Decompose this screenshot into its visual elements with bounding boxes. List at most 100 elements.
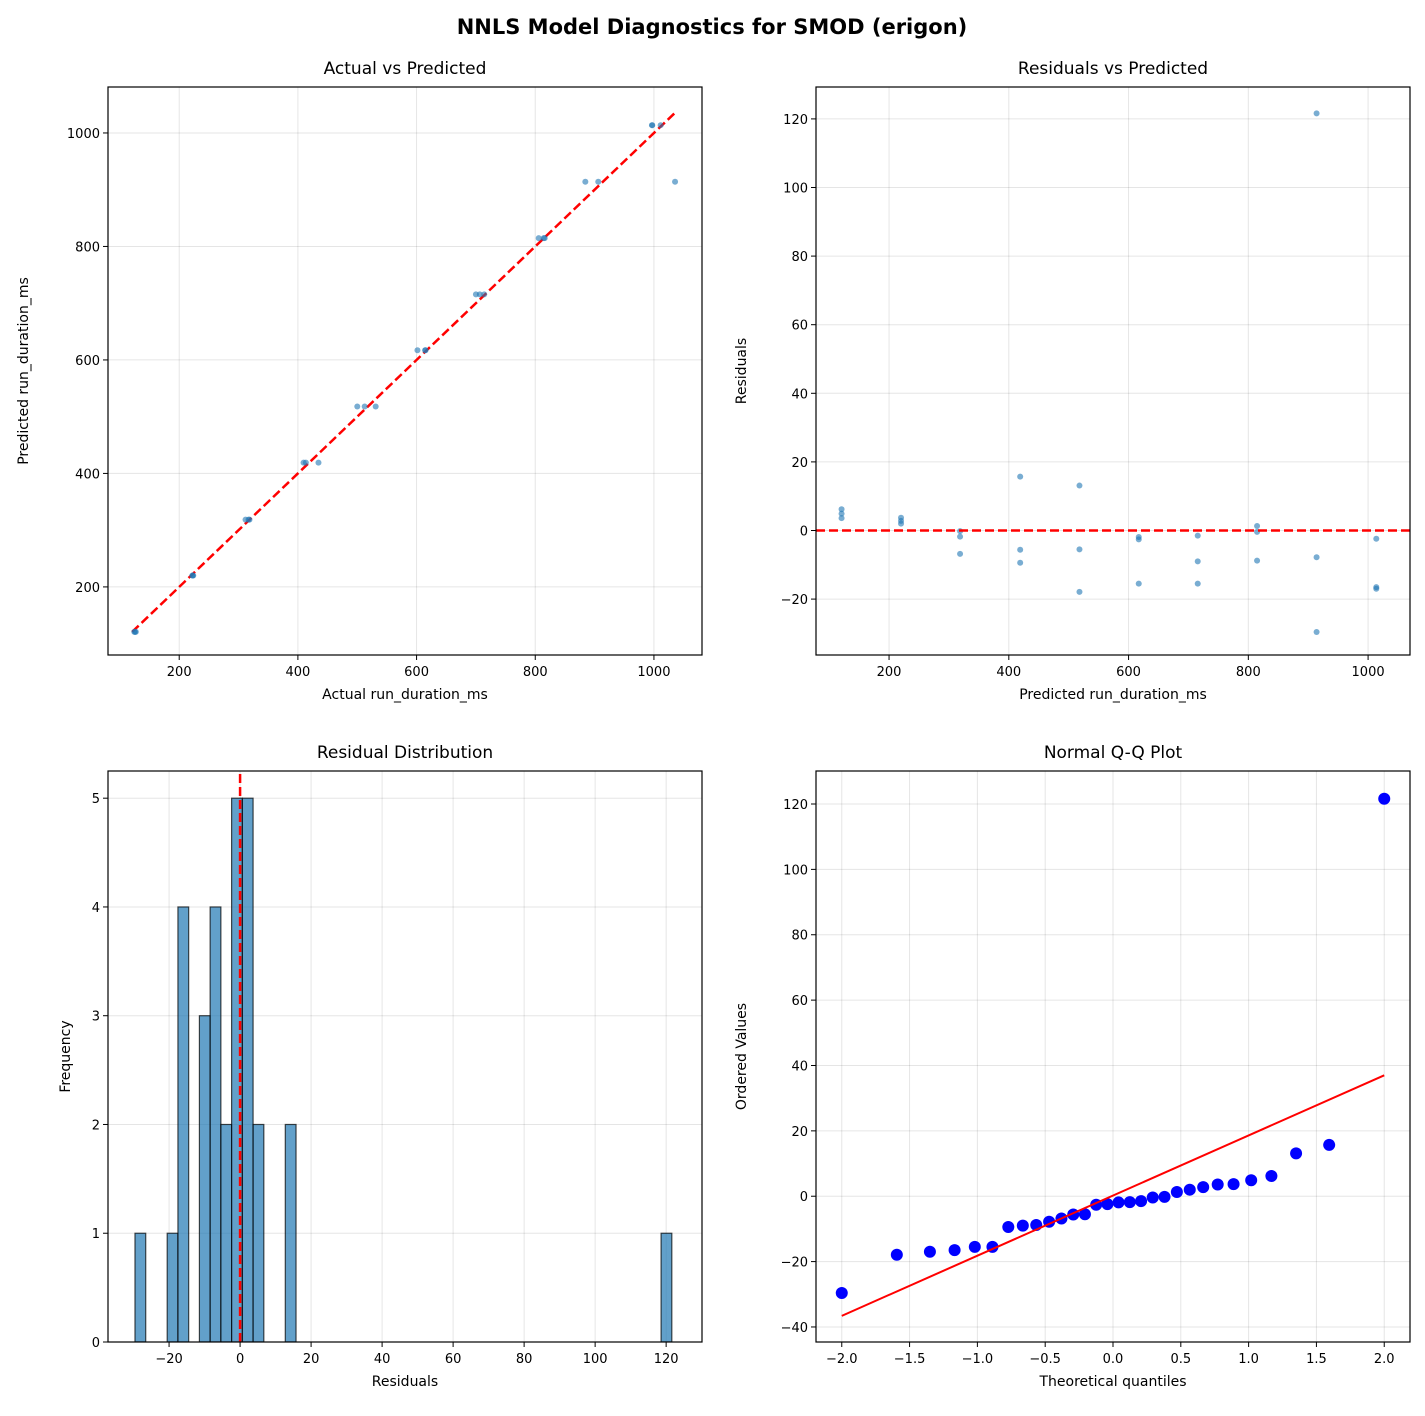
data-point: [354, 403, 361, 410]
qq-point: [1112, 1196, 1125, 1209]
histogram-bar: [241, 797, 254, 1342]
actual-vs-predicted-panel: 200 400 600 800 1000 200 400 600 800 1000 Actual v…: [16, 59, 703, 703]
data-point: [131, 628, 138, 635]
data-point: [535, 235, 542, 242]
y-tick-label: 120: [783, 113, 808, 128]
y-tick-label: 20: [791, 1125, 808, 1140]
data-point: [300, 459, 307, 466]
data-point: [372, 403, 379, 410]
histogram-bar: [177, 906, 190, 1342]
data-point: [1373, 585, 1380, 592]
x-tick-label: 100: [583, 1352, 608, 1367]
qq-point: [1123, 1196, 1136, 1209]
x-tick-label: 0.0: [1103, 1352, 1124, 1367]
x-tick-label: 120: [654, 1352, 679, 1367]
plot-area: [835, 792, 1391, 1317]
y-tick-label: 1000: [67, 127, 100, 142]
y-tick-label: 0: [800, 524, 808, 539]
data-point: [1373, 535, 1380, 542]
x-tick-label: 20: [303, 1352, 320, 1367]
x-tick-label: 2.0: [1374, 1352, 1395, 1367]
data-point: [838, 510, 845, 517]
subplot-title: Residual Distribution: [317, 743, 493, 763]
x-axis-label: Predicted run_duration_ms: [1019, 687, 1207, 703]
x-tick-label: 400: [285, 665, 310, 680]
data-point: [1135, 580, 1142, 587]
y-tick-label: 5: [92, 792, 100, 807]
data-point: [472, 291, 479, 298]
axes-frame: [815, 86, 1411, 656]
data-point: [189, 572, 196, 579]
qq-point: [1135, 1195, 1148, 1208]
data-point: [1313, 629, 1320, 636]
data-point: [1076, 588, 1083, 595]
qq-point: [1265, 1169, 1278, 1182]
axes-frame: [815, 770, 1411, 1343]
y-tick-label: −40: [781, 1321, 808, 1336]
x-tick-label: 800: [523, 665, 548, 680]
histogram-bar: [198, 1015, 211, 1342]
x-axis-label: Residuals: [372, 1374, 438, 1390]
y-tick-label: 100: [783, 181, 808, 196]
data-point: [1017, 546, 1024, 553]
y-tick-label: 20: [791, 456, 808, 471]
y-tick-label: 3: [92, 1010, 100, 1025]
qq-point: [1078, 1208, 1091, 1221]
data-point: [361, 403, 368, 410]
y-tick-label: 60: [791, 994, 808, 1009]
x-tick-label: 40: [374, 1352, 391, 1367]
data-point: [1017, 559, 1024, 566]
residual-distribution-panel: −20 0 20 40 60 80 100 120 0 1 2 3 4 5 Residual Distrib…: [58, 743, 703, 1390]
qq-point: [1158, 1190, 1171, 1203]
figure-title: NNLS Model Diagnostics for SMOD (erigon): [457, 15, 968, 39]
histogram-bar: [284, 1123, 297, 1342]
qq-point: [968, 1240, 981, 1253]
x-tick-label: −0.5: [1029, 1352, 1061, 1367]
x-tick-label: 0.5: [1170, 1352, 1191, 1367]
qq-point: [1227, 1178, 1240, 1191]
y-tick-label: 0: [800, 1190, 808, 1205]
y-axis-label: Predicted run_duration_ms: [16, 277, 32, 465]
x-tick-label: −1.5: [894, 1352, 926, 1367]
histogram-bar: [220, 1123, 233, 1342]
histogram-bar: [252, 1123, 265, 1342]
qq-point: [1016, 1219, 1029, 1232]
y-tick-label: 1: [92, 1227, 100, 1242]
y-tick-label: 100: [783, 863, 808, 878]
histogram-bar: [209, 906, 222, 1342]
plot-area: [816, 110, 1410, 636]
x-tick-label: 1000: [1352, 665, 1385, 680]
x-tick-label: 600: [1116, 665, 1141, 680]
qq-point: [1002, 1220, 1015, 1233]
x-tick-label: 800: [1236, 665, 1261, 680]
plot-area: [134, 774, 673, 1342]
qq-point: [835, 1286, 848, 1299]
qq-point: [1197, 1181, 1210, 1194]
x-tick-label: −20: [155, 1352, 182, 1367]
qq-point: [1245, 1174, 1258, 1187]
data-point: [1194, 532, 1201, 539]
qq-point: [1183, 1183, 1196, 1196]
y-tick-label: 80: [791, 250, 808, 265]
y-tick-label: 2: [92, 1118, 100, 1133]
data-point: [838, 515, 845, 522]
data-point: [422, 347, 429, 354]
subplot-title: Actual vs Predicted: [324, 59, 487, 79]
data-point: [672, 178, 679, 185]
data-point: [1135, 536, 1142, 543]
qq-point: [1211, 1178, 1224, 1191]
qq-point: [923, 1245, 936, 1258]
x-tick-label: 0: [236, 1352, 244, 1367]
qq-point: [1146, 1191, 1159, 1204]
qq-point: [890, 1248, 903, 1261]
data-point: [657, 122, 664, 129]
qq-point: [1170, 1185, 1183, 1198]
data-point: [898, 520, 905, 527]
data-point: [315, 459, 322, 466]
x-tick-label: 1.0: [1238, 1352, 1259, 1367]
x-tick-label: 200: [877, 665, 902, 680]
x-tick-label: 1.5: [1306, 1352, 1327, 1367]
x-tick-label: 400: [996, 665, 1021, 680]
axes-frame: [107, 86, 703, 656]
y-tick-label: 800: [75, 240, 100, 255]
